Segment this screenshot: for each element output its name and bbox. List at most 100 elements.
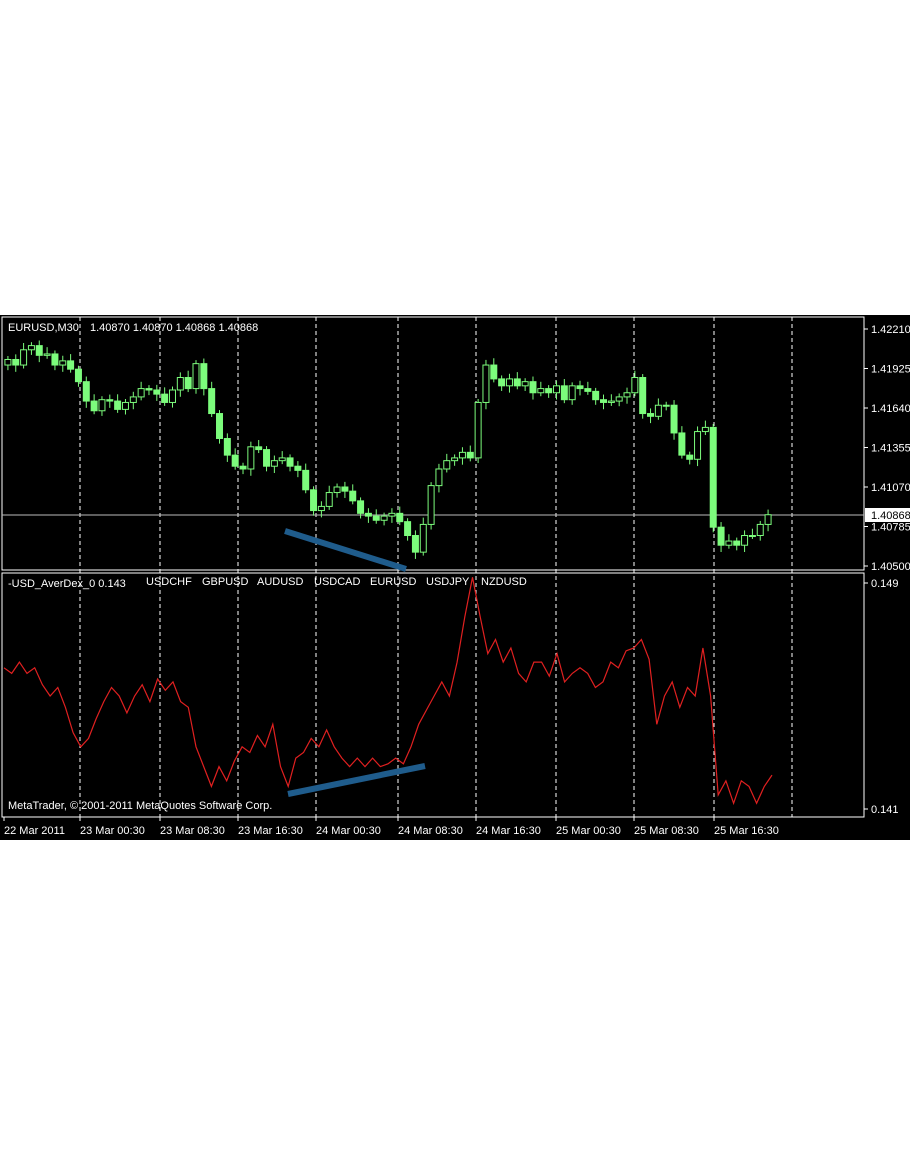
candle — [302, 463, 310, 494]
candle — [466, 445, 474, 462]
candle — [145, 385, 153, 396]
time-tick-label: 23 Mar 08:30 — [160, 825, 225, 837]
candle — [592, 387, 600, 405]
pair-label-audusd: AUDUSD — [257, 576, 304, 588]
candle — [27, 342, 35, 355]
candle — [106, 394, 114, 408]
candle — [20, 342, 28, 369]
candle — [349, 484, 357, 505]
candle — [748, 528, 756, 539]
candle — [435, 463, 443, 493]
pair-label-gbpusd: GBPUSD — [202, 576, 249, 588]
candle — [317, 501, 325, 518]
time-tick-label: 25 Mar 16:30 — [714, 825, 779, 837]
time-tick-label: 22 Mar 2011 — [4, 825, 65, 837]
candle — [35, 340, 43, 363]
candle — [137, 381, 145, 401]
candle — [114, 394, 122, 413]
candle — [231, 448, 239, 470]
price-tick-label: 1.41070 — [871, 482, 910, 494]
candle — [82, 376, 90, 408]
candle — [294, 461, 302, 478]
candle — [725, 534, 733, 549]
candle — [451, 454, 459, 466]
candle — [200, 358, 208, 396]
time-tick-label: 24 Mar 08:30 — [398, 825, 463, 837]
candle — [74, 365, 82, 387]
candle — [223, 433, 231, 462]
candle — [278, 451, 286, 465]
price-pane-border — [1, 316, 865, 571]
candle — [192, 360, 200, 394]
candle — [607, 394, 615, 406]
candle — [670, 400, 678, 440]
candle — [513, 372, 521, 390]
price-tick-label: 1.41640 — [871, 403, 910, 415]
candle — [388, 508, 396, 523]
candle — [67, 354, 75, 373]
candle — [129, 391, 137, 410]
symbol-title: EURUSD,M30 — [8, 322, 79, 334]
averdex-line — [3, 577, 773, 806]
metatrader-chart-window: 1.42210 1.41925 1.41640 1.41355 1.41070 1.407… — [0, 315, 910, 840]
candle — [717, 522, 725, 553]
candle — [255, 440, 263, 454]
price-tick-label: 1.40500 — [871, 561, 910, 573]
vertical-gridlines — [2, 317, 864, 817]
candle — [59, 355, 67, 372]
candle — [552, 380, 560, 400]
indicator-pairs: USDCHF GBPUSD AUDUSD USDCAD EURUSD USDJPY NZDU… — [146, 576, 527, 588]
pair-label-usdchf: USDCHF — [146, 576, 192, 588]
candle — [121, 398, 129, 415]
candle — [153, 384, 161, 401]
current-price-box — [865, 507, 910, 522]
candle — [247, 441, 255, 476]
candle — [404, 518, 412, 541]
price-axis: 1.42210 1.41925 1.41640 1.41355 1.41070 1.407… — [864, 324, 910, 573]
price-tick-label: 1.41355 — [871, 443, 910, 455]
candle — [419, 517, 427, 556]
price-divergence-line — [284, 528, 407, 572]
candle — [647, 408, 655, 424]
candle — [98, 396, 106, 416]
candle — [709, 423, 717, 533]
candle — [239, 462, 247, 475]
indicator-divergence-line — [287, 763, 426, 797]
candle — [12, 354, 20, 372]
indicator-axis: 0.149 0.141 — [864, 578, 899, 816]
indicator-tick-label: 0.141 — [871, 804, 899, 816]
candle — [216, 410, 224, 444]
candle — [474, 398, 482, 464]
chart-canvas: 1.42210 1.41925 1.41640 1.41355 1.41070 1.407… — [1, 316, 910, 837]
indicator-tick-label: 0.149 — [871, 578, 899, 590]
candle — [263, 446, 271, 472]
candlestick-series — [4, 340, 772, 559]
candle — [333, 483, 341, 498]
candle — [560, 379, 568, 404]
time-tick-label: 23 Mar 00:30 — [80, 825, 145, 837]
candle — [310, 486, 318, 516]
time-tick-label: 24 Mar 16:30 — [476, 825, 541, 837]
current-price-label: 1.40868 — [871, 510, 910, 522]
candle — [341, 481, 349, 498]
candle — [505, 373, 513, 393]
candle — [372, 509, 380, 524]
indicator-series — [3, 577, 773, 806]
pair-label-eurusd: EURUSD — [370, 576, 417, 588]
candle — [537, 381, 545, 397]
candle — [639, 374, 647, 419]
pair-label-nzdusd: NZDUSD — [481, 576, 527, 588]
price-tick-label: 1.40785 — [871, 522, 910, 534]
candle — [600, 394, 608, 410]
candle — [694, 426, 702, 467]
candle — [521, 378, 529, 391]
candle — [208, 381, 216, 418]
candle — [380, 512, 388, 526]
candle — [686, 451, 694, 465]
candle — [678, 426, 686, 459]
time-tick-label: 25 Mar 00:30 — [556, 825, 621, 837]
indicator-pane-border — [1, 572, 865, 818]
candle — [615, 393, 623, 407]
candle — [427, 482, 435, 530]
indicator-title: -USD_AverDex_0 0.143 — [8, 578, 126, 590]
